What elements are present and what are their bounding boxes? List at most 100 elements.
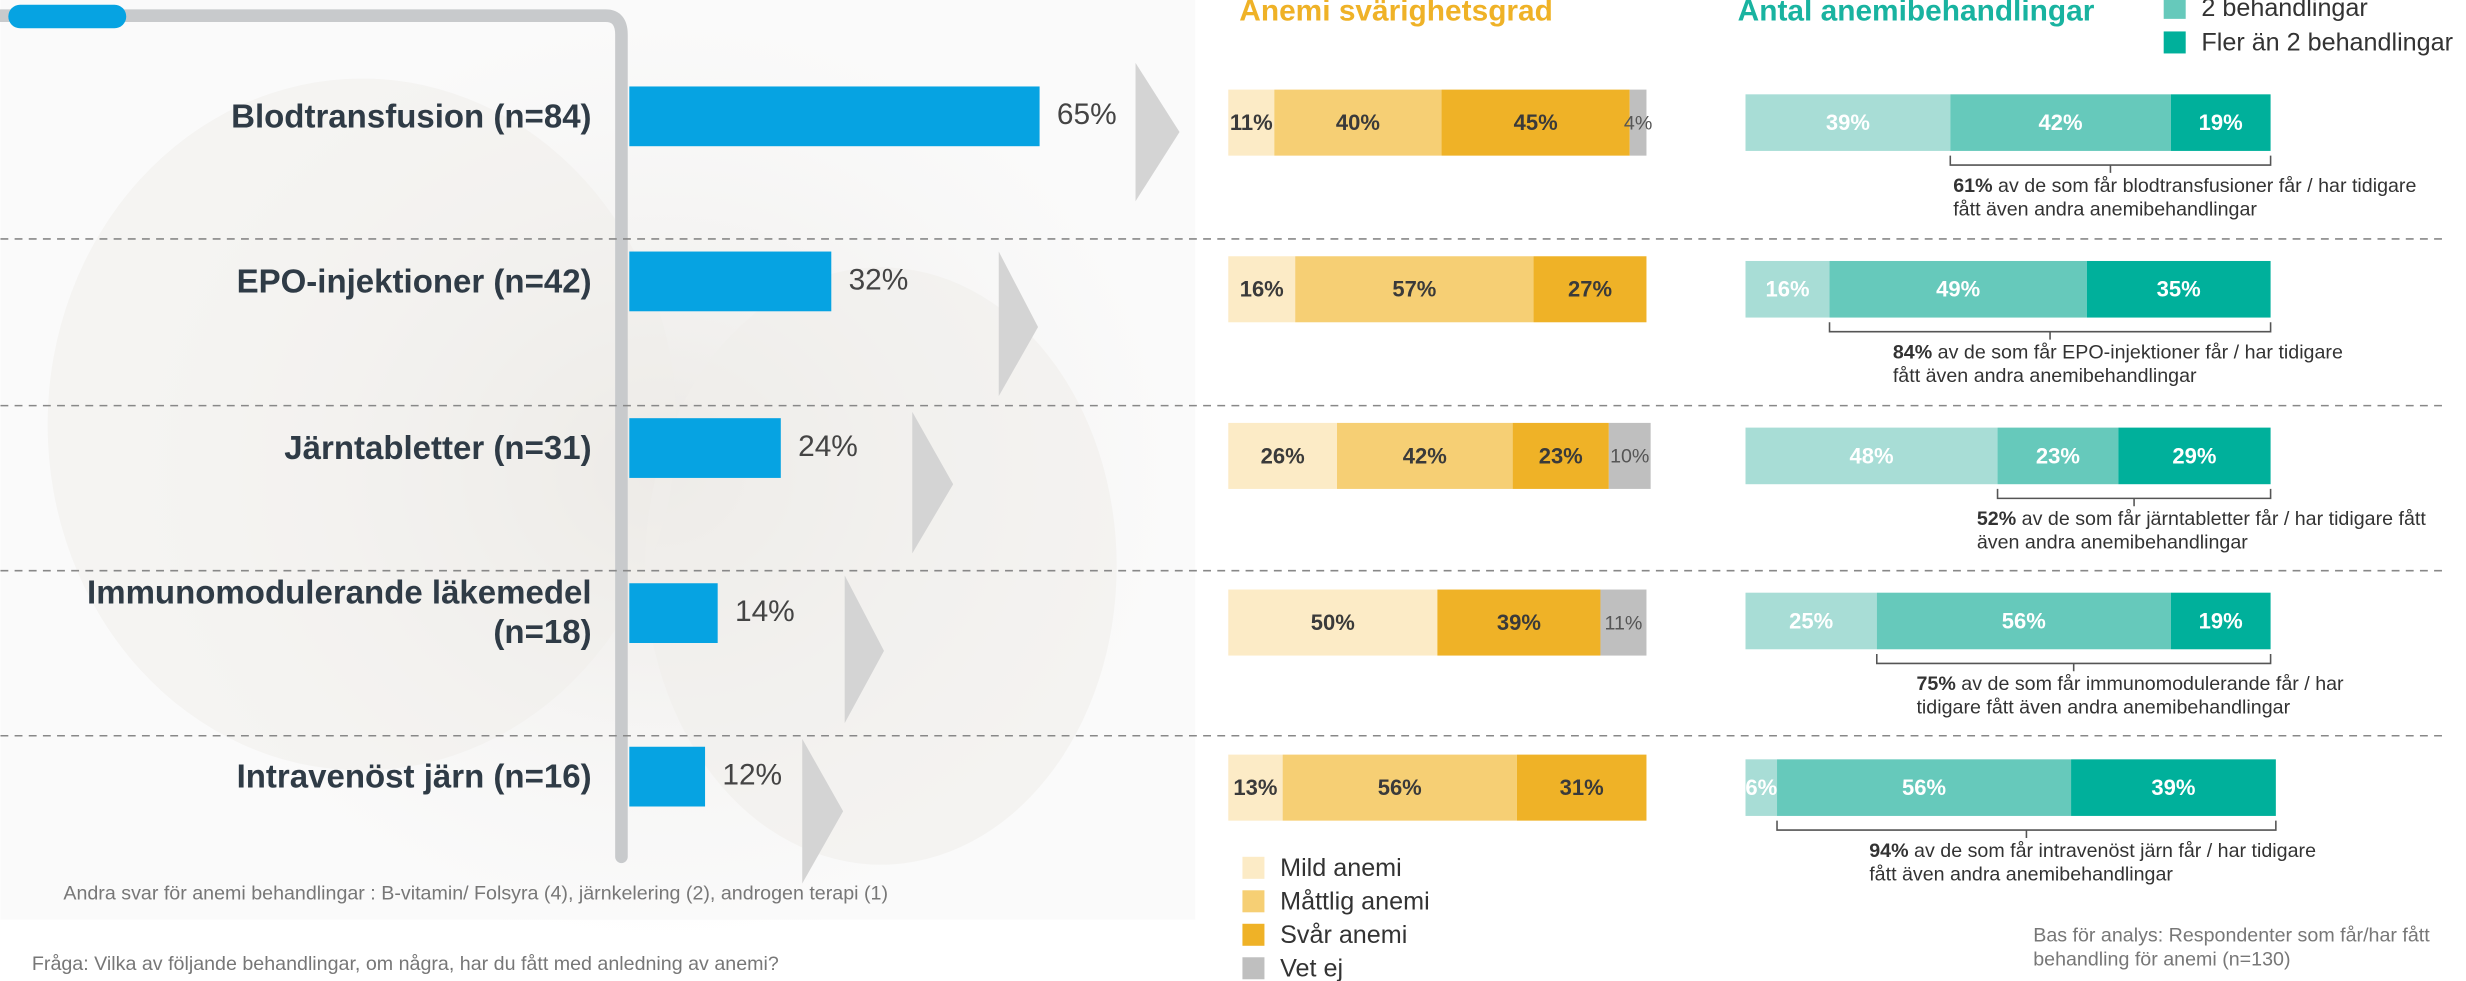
annotation-highlight: 52% xyxy=(1976,507,2017,530)
annotation-text: av de som får järntabletter får / har ti… xyxy=(1976,507,2426,554)
value-label: 65% xyxy=(1057,98,1117,131)
bar-segment xyxy=(1274,89,1442,156)
legend-swatch xyxy=(1242,856,1265,879)
annotation-highlight: 75% xyxy=(1916,672,1956,695)
bar-segment xyxy=(2071,759,2276,816)
value-label: 6% xyxy=(1745,775,1777,800)
value-label: 23% xyxy=(1539,443,1583,468)
bracket xyxy=(1828,322,2272,340)
value-label: 16% xyxy=(1765,277,1809,302)
other-answers-note: Andra svar för anemi behandlingar : B-vi… xyxy=(63,881,888,904)
bar-segment xyxy=(1629,89,1647,156)
annotation-box: 52% av de som får järntabletter får / ha… xyxy=(1977,508,2449,555)
value-label: 11% xyxy=(1605,612,1643,634)
value-label: 14% xyxy=(735,595,795,628)
bar-segment xyxy=(1437,589,1601,656)
bar-segment xyxy=(1512,422,1609,489)
value-label: 25% xyxy=(1789,608,1833,633)
bar-segment xyxy=(1228,256,1296,323)
bar-segment xyxy=(1777,759,2072,816)
value-label: 12% xyxy=(722,759,782,792)
bracket xyxy=(1949,155,2272,173)
bar xyxy=(629,418,781,478)
chart-title: Antal anemibehandlingar xyxy=(1738,0,2095,27)
note-box: Fråga: Vilka av följande behandlingar, o… xyxy=(31,952,779,975)
value-label: 16% xyxy=(1240,277,1284,302)
value-label: 29% xyxy=(2172,443,2216,468)
category-label: Immunomodulerande läkemedel (n=18) xyxy=(87,575,592,651)
legend-label: Svår anemi xyxy=(1280,921,1407,949)
legend-swatch xyxy=(2163,0,2186,19)
bar-segment xyxy=(1829,260,2087,318)
value-label: 24% xyxy=(798,430,858,463)
annotation-text: av de som får EPO-injektioner får / har … xyxy=(1892,341,2343,387)
bar-segment xyxy=(1295,256,1534,323)
value-label: 39% xyxy=(2151,775,2195,800)
category-label-box: EPO-injektioner (n=42) xyxy=(236,263,592,300)
bar-segment xyxy=(1228,422,1338,489)
category-label: Järntabletter (n=31) xyxy=(284,429,592,467)
annotation: 94% av de som får intravenöst järn får /… xyxy=(1869,840,2341,887)
bar-segment xyxy=(1608,422,1651,489)
track-line xyxy=(0,9,628,864)
note-box: Bas för analys: Respondenter som får/har… xyxy=(2033,924,2430,970)
value-label: 26% xyxy=(1261,443,1305,468)
category-label-box: Intravenöst järn (n=16) xyxy=(237,759,592,795)
bar-segment xyxy=(1745,260,1830,318)
legend-label: 2 behandlingar xyxy=(2201,0,2367,22)
value-label: 57% xyxy=(1392,277,1436,302)
annotation: 52% av de som får järntabletter får / ha… xyxy=(1977,508,2449,555)
question-note: Fråga: Vilka av följande behandlingar, o… xyxy=(31,952,779,975)
bar-segment xyxy=(1745,592,1877,650)
bar-segment xyxy=(1950,94,2171,151)
bar-segment xyxy=(1745,759,1778,816)
value-label: 40% xyxy=(1336,110,1380,135)
category-label: EPO-injektioner (n=42) xyxy=(236,263,592,300)
annotation: 61% av de som får blodtransfusioner får … xyxy=(1953,175,2425,222)
value-label: 39% xyxy=(1826,110,1870,135)
category-label-box: Järntabletter (n=31) xyxy=(284,429,592,467)
value-label: 49% xyxy=(1936,277,1980,302)
bar-segment xyxy=(1441,89,1630,156)
bar-segment xyxy=(1876,592,2171,650)
bar-segment xyxy=(1228,89,1275,156)
value-label: 50% xyxy=(1311,610,1355,635)
annotation-box: 61% av de som får blodtransfusioner får … xyxy=(1953,175,2425,222)
legend-swatch xyxy=(1242,957,1265,980)
chevrons xyxy=(802,62,1180,884)
annotation-box: 94% av de som får intravenöst järn får /… xyxy=(1869,840,2341,887)
legend-label: Mild anemi xyxy=(1280,854,1402,882)
annotation: 75% av de som får immunomodulerande får … xyxy=(1916,673,2388,720)
bar-segment xyxy=(2170,592,2271,650)
value-label: 31% xyxy=(1560,775,1604,800)
bar-segment xyxy=(1228,754,1283,821)
value-label: 13% xyxy=(1233,775,1277,800)
bar-segment xyxy=(1228,589,1438,656)
chart-title: Anemi svärighetsgrad xyxy=(1239,0,1553,27)
legend-swatch xyxy=(1242,890,1265,913)
value-label: 11% xyxy=(1230,110,1273,135)
value-label: 19% xyxy=(2199,110,2243,135)
bar xyxy=(629,86,1040,147)
value-label: 4% xyxy=(1624,112,1652,134)
bar-segment xyxy=(1282,754,1517,821)
value-label: 10% xyxy=(1610,446,1649,468)
value-label: 56% xyxy=(1902,775,1946,800)
bar xyxy=(629,746,706,807)
annotation-text: av de som får intravenöst järn får / har… xyxy=(1869,839,2317,886)
bar-segment xyxy=(1516,754,1647,821)
value-label: 32% xyxy=(849,263,909,296)
legend-swatch xyxy=(1242,923,1265,946)
bracket xyxy=(1996,488,2272,507)
value-label: 42% xyxy=(1403,443,1447,468)
value-label: 56% xyxy=(1378,775,1422,800)
value-label: 45% xyxy=(1514,110,1558,135)
row-separators xyxy=(0,238,2447,737)
base-note: Bas för analys: Respondenter som får/har… xyxy=(2033,924,2430,970)
category-label: Blodtransfusion (n=84) xyxy=(231,98,592,135)
bracket xyxy=(1875,654,2272,672)
bar xyxy=(629,251,832,312)
bracket xyxy=(1776,820,2277,838)
